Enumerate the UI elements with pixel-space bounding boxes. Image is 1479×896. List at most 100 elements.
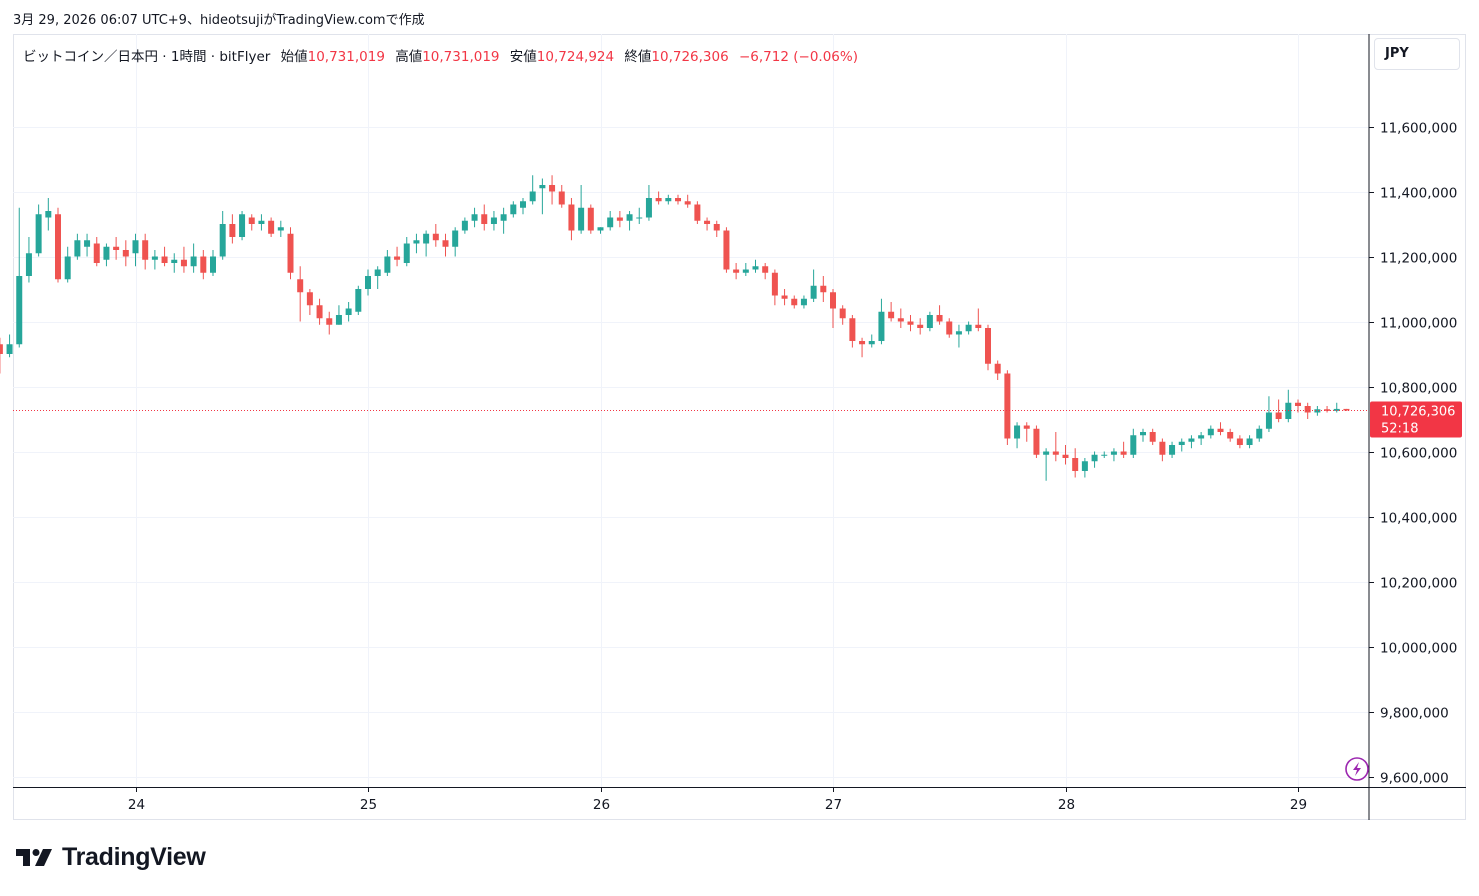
candle[interactable] [733, 263, 740, 280]
candle[interactable] [210, 250, 216, 276]
candle[interactable] [190, 243, 197, 273]
candle[interactable] [713, 220, 720, 237]
candle[interactable] [413, 233, 420, 254]
candle[interactable] [326, 311, 333, 335]
candle[interactable] [955, 324, 962, 348]
candle[interactable] [704, 217, 711, 231]
candle[interactable] [645, 185, 652, 221]
candle[interactable] [297, 266, 304, 322]
candle[interactable] [1198, 432, 1205, 445]
candle[interactable] [374, 266, 381, 289]
candle[interactable] [200, 250, 207, 280]
candle[interactable] [1004, 370, 1011, 445]
candle[interactable] [665, 194, 672, 205]
candle[interactable] [442, 233, 449, 257]
candle[interactable] [897, 308, 904, 329]
lightning-bolt-icon[interactable] [1345, 757, 1369, 781]
candle[interactable] [64, 246, 71, 283]
candle[interactable] [539, 178, 546, 215]
candle[interactable] [1052, 432, 1059, 462]
candle[interactable] [859, 337, 866, 358]
candle[interactable] [965, 321, 972, 335]
candle[interactable] [607, 211, 614, 231]
candle[interactable] [1091, 451, 1098, 468]
candle[interactable] [93, 237, 100, 267]
candle[interactable] [1033, 425, 1040, 459]
candle[interactable] [626, 211, 633, 231]
candle[interactable] [490, 211, 497, 231]
candle[interactable] [403, 237, 410, 267]
candle[interactable] [1159, 438, 1166, 462]
candle[interactable] [1023, 422, 1030, 442]
candle[interactable] [975, 308, 982, 332]
candle[interactable] [1343, 408, 1350, 411]
candle[interactable] [936, 305, 943, 325]
symbol-title[interactable]: ビットコイン／日本円 · 1時間 · bitFlyer [23, 49, 271, 65]
candle[interactable] [268, 217, 275, 238]
candle[interactable] [888, 302, 895, 322]
candle[interactable] [471, 207, 478, 228]
candle[interactable] [365, 269, 371, 296]
candle[interactable] [849, 315, 856, 348]
candle[interactable] [384, 250, 391, 276]
candle[interactable] [0, 337, 3, 374]
candle[interactable] [394, 246, 401, 267]
candle[interactable] [917, 318, 924, 335]
candle[interactable] [810, 269, 817, 303]
candle[interactable] [616, 211, 623, 228]
candle[interactable] [345, 302, 352, 322]
candle[interactable] [142, 233, 149, 270]
candle[interactable] [1072, 448, 1079, 478]
candle[interactable] [500, 207, 507, 234]
candle[interactable] [684, 194, 691, 208]
candle[interactable] [907, 315, 914, 332]
candle[interactable] [335, 305, 342, 325]
candle[interactable] [1043, 448, 1050, 481]
candle[interactable] [791, 295, 798, 309]
candle[interactable] [1169, 441, 1176, 458]
candle[interactable] [529, 175, 536, 205]
candle[interactable] [568, 198, 575, 241]
candle[interactable] [994, 360, 1001, 381]
candle[interactable] [461, 217, 468, 234]
candle[interactable] [820, 276, 827, 302]
candle[interactable] [636, 207, 643, 224]
candle[interactable] [655, 191, 662, 205]
candle[interactable] [74, 233, 81, 260]
candle[interactable] [481, 204, 488, 231]
candle[interactable] [219, 211, 226, 260]
candle[interactable] [1014, 422, 1021, 449]
candle[interactable] [132, 233, 139, 267]
candle[interactable] [1246, 435, 1253, 449]
candle[interactable] [103, 243, 110, 267]
candle[interactable] [558, 185, 565, 208]
candle[interactable] [675, 194, 681, 205]
candle[interactable] [122, 240, 129, 267]
candle[interactable] [578, 185, 585, 234]
candle[interactable] [762, 263, 769, 280]
candle[interactable] [113, 237, 120, 260]
candle[interactable] [16, 207, 23, 348]
candle[interactable] [171, 253, 178, 273]
candle[interactable] [6, 334, 13, 358]
candle[interactable] [723, 227, 730, 273]
candle[interactable] [306, 289, 313, 315]
candle[interactable] [1178, 438, 1185, 452]
candle[interactable] [1256, 425, 1263, 442]
candle[interactable] [239, 211, 246, 241]
candle[interactable] [1207, 425, 1214, 439]
candle[interactable] [1324, 406, 1331, 413]
candle[interactable] [946, 318, 953, 338]
candle[interactable] [1275, 399, 1282, 423]
candle[interactable] [1149, 428, 1156, 445]
candle[interactable] [1236, 435, 1243, 449]
currency-selector[interactable]: JPY [1374, 38, 1460, 70]
candle[interactable] [151, 250, 158, 270]
candle[interactable] [180, 246, 187, 273]
candle[interactable] [1265, 396, 1272, 432]
candle[interactable] [597, 227, 604, 234]
candle[interactable] [423, 230, 430, 257]
candle[interactable] [432, 224, 439, 247]
candle[interactable] [25, 237, 32, 283]
